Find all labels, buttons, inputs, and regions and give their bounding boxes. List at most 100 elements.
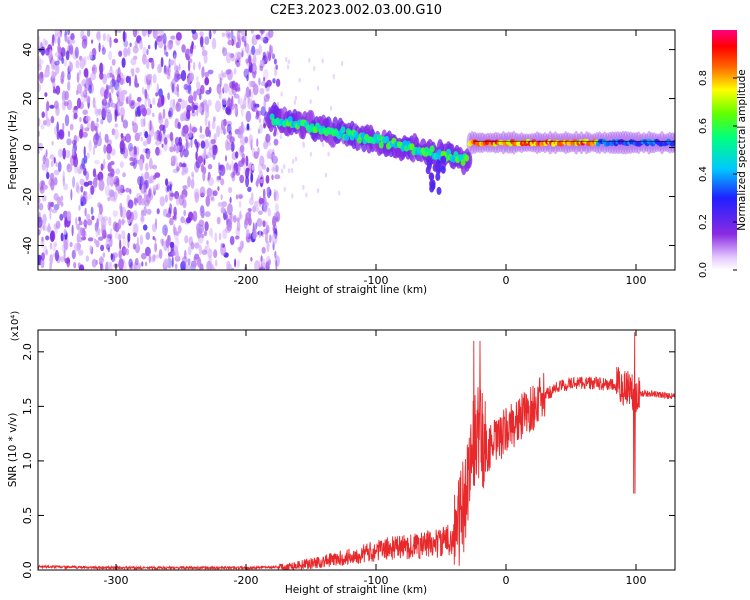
heatmap-noise-cell xyxy=(265,255,271,267)
heatmap-noise-cell xyxy=(190,178,195,189)
heatmap-noise-cell xyxy=(273,138,279,146)
heatmap-noise-cell xyxy=(212,190,218,197)
heatmap-noise-cell xyxy=(180,99,186,110)
heatmap-noise-cell xyxy=(237,37,241,49)
heatmap-noise-cell xyxy=(139,234,144,245)
heatmap-noise-cell xyxy=(172,223,176,235)
heatmap-faint-cell xyxy=(309,151,313,157)
heatmap-noise-cell xyxy=(250,30,254,34)
heatmap-faint-cell xyxy=(279,134,283,140)
heatmap-noise-cell xyxy=(263,123,266,129)
heatmap-noise-cell xyxy=(121,142,127,151)
heatmap-noise-cell xyxy=(252,65,256,72)
heatmap-noise-cell xyxy=(90,120,95,132)
heatmap-noise-cell xyxy=(230,53,235,62)
heatmap-noise-cell xyxy=(54,60,60,66)
heatmap-noise-cell xyxy=(86,193,92,200)
heatmap-noise-cell xyxy=(154,40,157,50)
heatmap-noise-cell xyxy=(226,222,232,232)
heatmap-noise-cell xyxy=(49,210,52,220)
heatmap-noise-cell xyxy=(133,222,139,234)
heatmap-noise-cell xyxy=(83,167,87,176)
heatmap-dip-cell xyxy=(435,172,441,181)
heatmap-noise-cell xyxy=(38,59,44,65)
heatmap-noise-cell xyxy=(126,96,128,105)
heatmap-noise-cell xyxy=(254,48,260,56)
heatmap-trace-cell xyxy=(384,135,390,143)
figure-title: C2E3.2023.002.03.00.G10 xyxy=(270,3,442,18)
heatmap-noise-cell xyxy=(97,228,101,236)
heatmap-noise-cell xyxy=(176,83,179,93)
heatmap-noise-cell xyxy=(143,193,147,205)
heatmap-noise-cell xyxy=(92,146,95,156)
heatmap-noise-cell xyxy=(43,184,48,190)
heatmap-noise-cell xyxy=(144,89,148,99)
heatmap-noise-cell xyxy=(71,249,76,260)
heatmap-noise-cell xyxy=(214,232,218,243)
heatmap-noise-cell xyxy=(43,73,48,78)
heatmap-noise-cell xyxy=(236,35,243,41)
heatmap-noise-cell xyxy=(188,129,192,139)
heatmap-noise-cell xyxy=(38,229,41,236)
y-tick-label: 2.0 xyxy=(21,343,34,361)
heatmap-noise-cell xyxy=(263,203,269,214)
heatmap-noise-cell xyxy=(258,259,263,270)
heatmap-noise-cell xyxy=(73,262,77,269)
heatmap-noise-cell xyxy=(106,152,111,161)
heatmap-noise-cell xyxy=(260,30,265,35)
heatmap-noise-cell xyxy=(100,118,104,125)
heatmap-noise-cell xyxy=(83,191,88,196)
heatmap-noise-cell xyxy=(98,42,101,53)
heatmap-noise-cell xyxy=(156,148,162,156)
heatmap-x-ticks: -300 -200 -100 0 100 xyxy=(104,30,647,287)
heatmap-noise-cell xyxy=(108,233,113,240)
heatmap-noise-cell xyxy=(118,249,123,259)
heatmap-noise-cell xyxy=(72,107,78,115)
heatmap-noise-cell xyxy=(158,249,163,259)
heatmap-noise-cell xyxy=(182,148,189,158)
heatmap-noise-cell xyxy=(71,38,76,44)
heatmap-noise-cell xyxy=(142,53,147,65)
heatmap-noise-cell xyxy=(176,166,180,172)
heatmap-noise-cell xyxy=(174,73,180,83)
heatmap-noise-cell xyxy=(152,185,157,192)
heatmap-noise-cell xyxy=(173,98,176,106)
heatmap-noise-cell xyxy=(204,77,210,86)
heatmap-noise-cell xyxy=(132,243,136,250)
heatmap-noise-cell xyxy=(200,36,204,48)
heatmap-noise-cell xyxy=(266,240,270,253)
heatmap-noise-cell xyxy=(241,157,245,165)
heatmap-noise-cell xyxy=(251,107,258,112)
heatmap-noise-cell xyxy=(225,69,232,75)
heatmap-noise-cell xyxy=(271,233,278,245)
heatmap-noise-cell xyxy=(104,133,109,143)
heatmap-faint-cell xyxy=(290,167,294,173)
heatmap-noise-cell xyxy=(197,234,204,244)
heatmap-noise-cell xyxy=(51,70,55,80)
heatmap-noise-cell xyxy=(181,170,185,176)
heatmap-noise-cell xyxy=(202,66,205,76)
heatmap-noise-cell xyxy=(162,124,166,135)
snr-y-ticks: 0.0 0.5 1.0 1.5 2.0 xyxy=(21,343,675,579)
heatmap-noise-cell xyxy=(216,125,221,138)
heatmap-noise-cell xyxy=(141,86,145,95)
heatmap-noise-cell xyxy=(65,149,71,159)
heatmap-noise-cell xyxy=(185,262,188,270)
heatmap-noise-cell xyxy=(248,61,253,73)
heatmap-noise-cell xyxy=(146,208,152,215)
heatmap-noise-cell xyxy=(45,40,48,46)
heatmap-noise-cell xyxy=(90,206,94,215)
heatmap-noise-cell xyxy=(115,68,120,76)
heatmap-noise-cell xyxy=(89,51,93,59)
heatmap-faint-cell xyxy=(327,151,330,157)
heatmap-noise-cell xyxy=(47,201,51,211)
heatmap-noise-cell xyxy=(67,130,71,137)
colorbar: 0.0 0.2 0.4 0.6 0.8 Normalized spectral ampl… xyxy=(698,30,748,278)
heatmap-noise-cell xyxy=(185,99,188,110)
heatmap-noise-cell xyxy=(169,183,172,191)
heatmap-noise-cell xyxy=(64,90,69,101)
heatmap-noise-cell xyxy=(204,116,208,126)
heatmap-noise-cell xyxy=(94,159,100,165)
heatmap-noise-cell xyxy=(44,92,48,97)
heatmap-noise-cell xyxy=(186,216,192,224)
